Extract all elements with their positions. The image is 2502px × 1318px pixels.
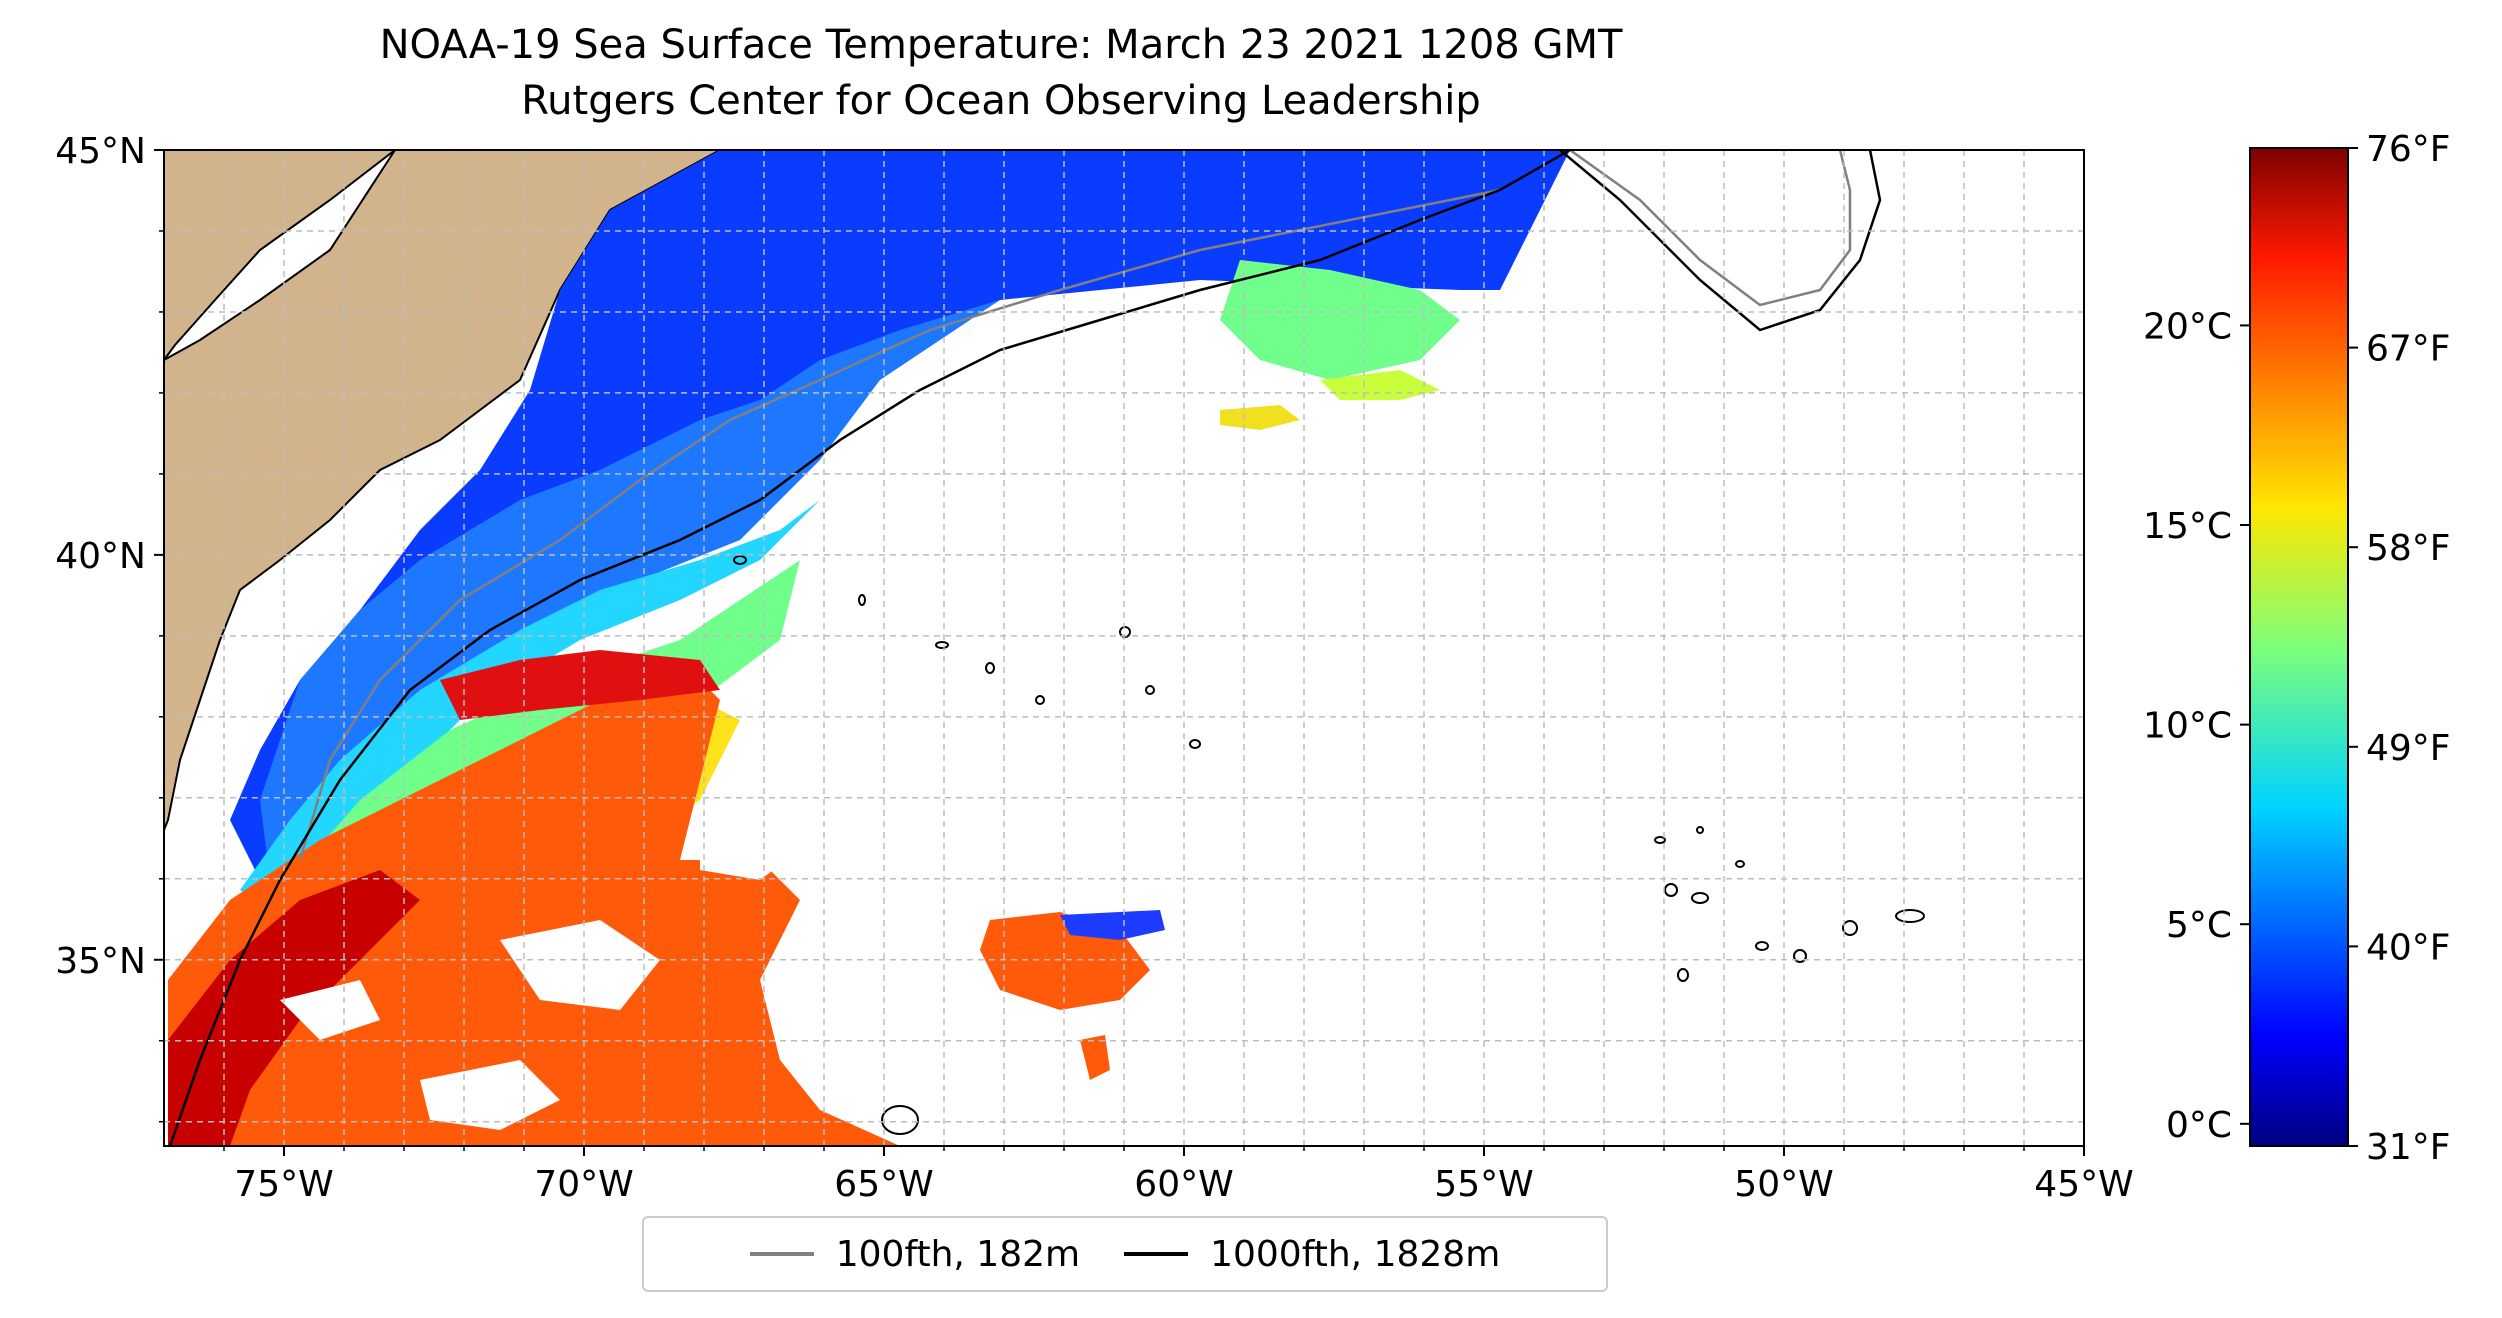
- cloud-gap: [420, 1060, 560, 1130]
- isobath-100fth: [298, 188, 1501, 861]
- legend-item-100fth: 100fth, 182m: [749, 1233, 1081, 1275]
- sst-swath-edge: [1390, 150, 1570, 290]
- lon-tick-label: 55°W: [1434, 1164, 1533, 1205]
- sst-patch: [1060, 910, 1165, 940]
- axis-ticks: 75°W 70°W 65°W 60°W 55°W 50°W 45°W 45°N 40°N 35°N: [55, 131, 2133, 1205]
- gridlines: [164, 150, 2084, 1146]
- legend-label-1000fth: 1000fth, 1828m: [1210, 1233, 1501, 1275]
- land-north-america: [164, 150, 397, 362]
- seamounts: [733, 555, 1925, 1135]
- isobath-1000fth-ridge: [1559, 150, 1882, 332]
- colorbar-c-label: 0°C: [2166, 1105, 2232, 1146]
- colorbar-f-label: 49°F: [2366, 728, 2451, 769]
- isobath-100fth-ridge: [1569, 150, 1852, 307]
- cloud-gap: [280, 980, 380, 1040]
- lon-tick-label: 70°W: [534, 1164, 633, 1205]
- lat-tick-label: 35°N: [55, 941, 146, 982]
- colorbar-c-label: 15°C: [2143, 506, 2232, 547]
- sst-blue-band: [260, 300, 1000, 880]
- cloud-gap: [700, 810, 800, 880]
- lat-tick-label: 40°N: [55, 536, 146, 577]
- sst-gulf-stream-streak: [440, 650, 720, 720]
- map-title: NOAA-19 Sea Surface Temperature: March 2…: [379, 22, 1623, 68]
- legend-swatch-gray-line: [749, 1252, 814, 1256]
- colorbar-f-label: 58°F: [2366, 528, 2451, 569]
- legend-label-100fth: 100fth, 182m: [835, 1233, 1081, 1275]
- colorbar-f-label: 40°F: [2366, 927, 2451, 968]
- cloud-gap: [500, 920, 660, 1010]
- colorbar: [2249, 147, 2349, 1147]
- colorbar-f-label: 67°F: [2366, 329, 2451, 370]
- lon-tick-label: 60°W: [1134, 1164, 1233, 1205]
- legend-item-1000fth: 1000fth, 1828m: [1124, 1234, 1500, 1275]
- colorbar-ticks: 76°F 67°F 58°F 49°F 40°F 31°F 20°C 15°C 10°C 5°C 0…: [2143, 129, 2450, 1168]
- colorbar-f-label: 76°F: [2366, 129, 2451, 170]
- lon-tick-label: 75°W: [234, 1164, 333, 1205]
- colorbar-c-label: 5°C: [2166, 905, 2232, 946]
- lon-tick-label: 50°W: [1734, 1164, 1833, 1205]
- lon-tick-label: 45°W: [2034, 1164, 2133, 1205]
- isobath-legend: 100fth, 182m 1000fth, 1828m: [642, 1216, 1608, 1292]
- colorbar-f-label: 31°F: [2366, 1127, 2451, 1168]
- sst-patch: [1220, 260, 1460, 380]
- colorbar-c-label: 20°C: [2143, 306, 2232, 347]
- map-subtitle: Rutgers Center for Ocean Observing Leade…: [521, 78, 1481, 124]
- colorbar-c-label: 10°C: [2143, 706, 2232, 747]
- sst-patch: [1220, 405, 1300, 430]
- sst-cold-shelf: [230, 150, 1570, 880]
- isobath-1000fth: [168, 150, 1571, 1146]
- legend-swatch-black-line: [1124, 1252, 1189, 1256]
- land-us-coast: [164, 150, 721, 831]
- lon-tick-label: 65°W: [834, 1164, 933, 1205]
- sst-patch: [1080, 1035, 1110, 1080]
- lat-tick-label: 45°N: [55, 131, 146, 172]
